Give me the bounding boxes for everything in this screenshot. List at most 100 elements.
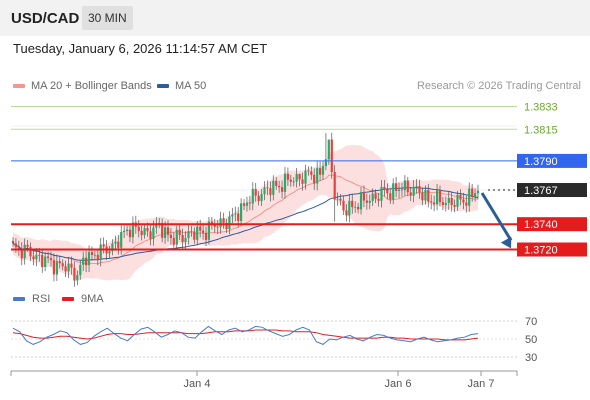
candle [365,193,368,210]
candle-body-up [368,200,371,203]
candle-body-down [17,247,20,250]
candle [453,199,456,213]
candle-body-up [380,186,383,201]
ma50-line [12,187,479,261]
candle-body-down [377,198,380,201]
candle [447,190,450,210]
candle-body-down [257,195,260,201]
candle [430,194,433,210]
candle-body-down [281,187,284,192]
candle-body-up [219,218,222,227]
candle-body-down [52,260,55,275]
candle-body-down [427,189,430,202]
candle [41,249,44,273]
candle-body-up [456,194,459,207]
candle-body-down [20,249,23,259]
candle-body-down [237,213,240,221]
candle-body-down [181,235,184,243]
candle [415,179,418,194]
interval-button[interactable]: 30 MIN [82,6,133,30]
candle-body-down [430,201,433,203]
candle-body-down [365,200,368,203]
candle-body-down [339,198,342,201]
rsi-ma-legend-swatch [62,297,74,301]
candle [76,270,79,286]
candle-body-down [301,179,304,184]
candle-body-down [438,189,442,203]
candle-body-down [64,266,67,272]
candle [93,250,96,260]
candle-body-up [82,257,85,265]
candle-body-down [433,202,436,205]
candle [17,240,20,256]
x-tick-label-jan7: Jan 7 [468,378,495,390]
candle [412,180,415,203]
candle [49,251,53,267]
rsi-tick-50: 50 [525,334,537,346]
legend-swatch-bollinger [13,84,25,88]
candle-body-down [465,202,468,206]
candle [324,133,327,171]
candle [114,235,117,250]
candle-body-down [47,256,50,259]
candle-body-up [187,231,190,239]
candle [137,220,140,238]
level-label-1-3790: 1.3790 [524,156,558,168]
candle-body-down [172,237,175,245]
candle-body-up [79,264,82,276]
candle [330,132,333,179]
candle-body-up [474,193,477,197]
candle-body-down [166,227,170,235]
candle-body-up [292,181,295,183]
candle [193,227,196,244]
level-tag-1-3740 [517,217,587,232]
candle [301,172,304,191]
candle-body-down [26,244,29,247]
candle-body-down [199,226,202,231]
candle [362,185,365,208]
candle [102,237,105,254]
candle [231,207,234,223]
timestamp: Tuesday, January 6, 2026 11:14:57 AM CET [13,41,268,56]
candle-body-down [61,263,64,267]
candle-body-up [295,173,298,182]
candle-body-up [304,170,307,184]
candle [161,218,164,243]
candle-body-down [85,257,88,266]
time-axis: Jan 4 Jan 6 Jan 7 [10,370,518,390]
candle-body-down [453,205,456,207]
level-label-1-3740: 1.3740 [524,219,558,231]
candle [275,176,278,190]
candle-body-down [216,226,219,228]
candle-body-down [330,139,333,172]
candle [85,250,88,273]
candle-body-down [73,267,76,281]
candle-body-down [462,199,465,203]
candle [117,234,120,255]
candle [316,161,319,191]
candle-body-up [348,200,351,216]
candle-body-up [412,186,415,196]
candle [395,177,398,198]
candle [281,180,284,199]
candle [336,192,339,206]
candle [283,166,287,199]
candle [123,225,126,238]
candle [298,173,301,187]
candle [456,190,459,211]
rsi-legend: RSI 9MA [13,293,104,305]
candle-body-up [392,183,395,200]
candle [310,166,313,180]
rsi-tick-30: 30 [525,352,537,364]
candle-body-up [436,189,439,205]
candle [61,259,64,271]
candle [462,192,465,210]
legend-item-bollinger: MA 20 + Bollinger Bands [13,80,152,92]
candle [131,216,134,244]
candle-body-up [111,243,114,252]
candle [345,204,348,222]
candle [307,166,310,176]
candle [263,181,266,201]
candle-body-up [468,188,471,206]
candle [178,224,181,241]
